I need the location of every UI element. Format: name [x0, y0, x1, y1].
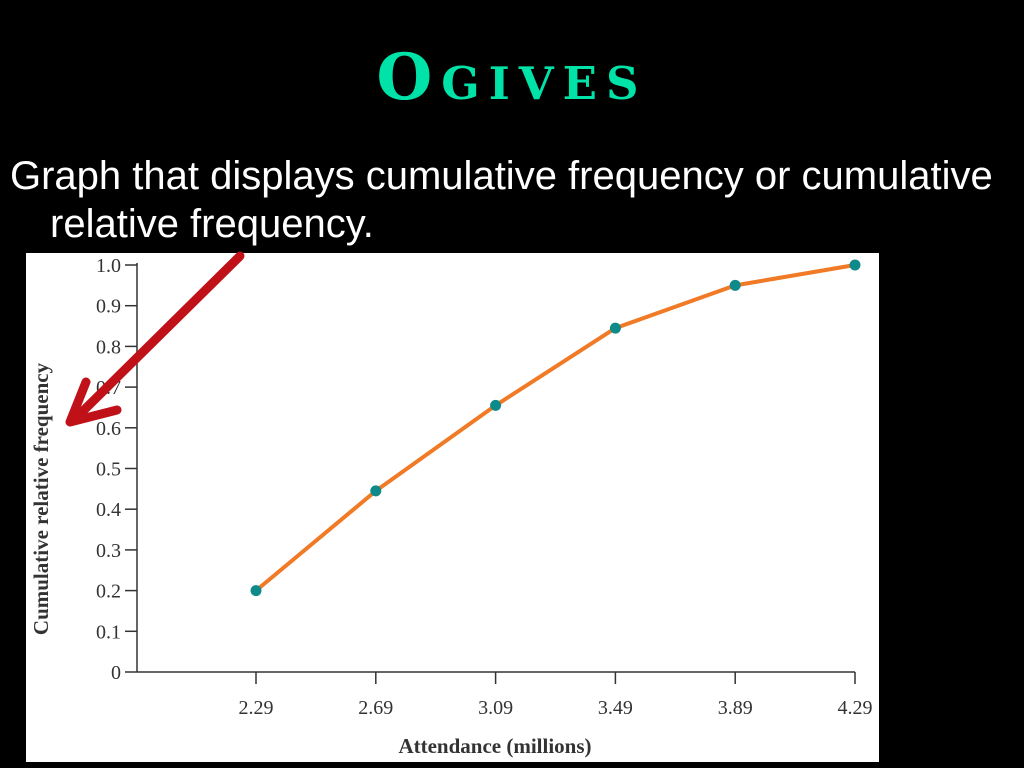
series-layer [250, 259, 861, 597]
data-point [250, 585, 262, 597]
y-tick-label: 0.2 [96, 581, 121, 603]
data-point [490, 399, 502, 411]
y-tick-label: 0.6 [96, 418, 121, 440]
y-tick-label: 1.0 [96, 255, 121, 277]
data-point [729, 279, 741, 291]
x-tick-label: 2.29 [239, 697, 274, 719]
x-ticks: 2.29 2.69 3.09 3.49 3.89 4.29 [239, 672, 873, 719]
x-axis-label: Attendance (millions) [398, 734, 591, 758]
y-axis-label: Cumulative relative frequency [29, 362, 53, 635]
x-tick-label: 3.09 [478, 697, 513, 719]
data-point [370, 485, 382, 497]
y-tick-label: 0.7 [96, 377, 121, 399]
y-tick-label: 0 [111, 662, 121, 684]
chart-axes [136, 263, 855, 673]
y-tick-label: 0.1 [96, 621, 121, 643]
data-point [609, 322, 621, 334]
x-tick-label: 4.29 [838, 697, 873, 719]
x-tick-label: 2.69 [358, 697, 393, 719]
ogive-chart: 0 0.1 0.2 0.3 0.4 0.5 0.6 0.7 0.8 0.9 1.0 2.29 2.69… [29, 255, 873, 758]
series-line [254, 263, 856, 593]
y-tick-label: 0.9 [96, 296, 121, 318]
chart-panel: 0 0.1 0.2 0.3 0.4 0.5 0.6 0.7 0.8 0.9 1.0 2.29 2.69… [26, 253, 879, 762]
x-tick-label: 3.49 [598, 697, 633, 719]
bullet-text: Graph that displays cumulative frequency… [10, 154, 993, 246]
y-ticks: 0 0.1 0.2 0.3 0.4 0.5 0.6 0.7 0.8 0.9 1.0 [96, 255, 137, 684]
data-point [849, 259, 861, 271]
y-tick-label: 0.4 [96, 499, 121, 521]
x-tick-label: 3.89 [718, 697, 753, 719]
y-tick-label: 0.8 [96, 336, 121, 358]
y-tick-label: 0.5 [96, 459, 121, 481]
slide-title: Ogives [376, 40, 648, 115]
y-tick-label: 0.3 [96, 540, 121, 562]
